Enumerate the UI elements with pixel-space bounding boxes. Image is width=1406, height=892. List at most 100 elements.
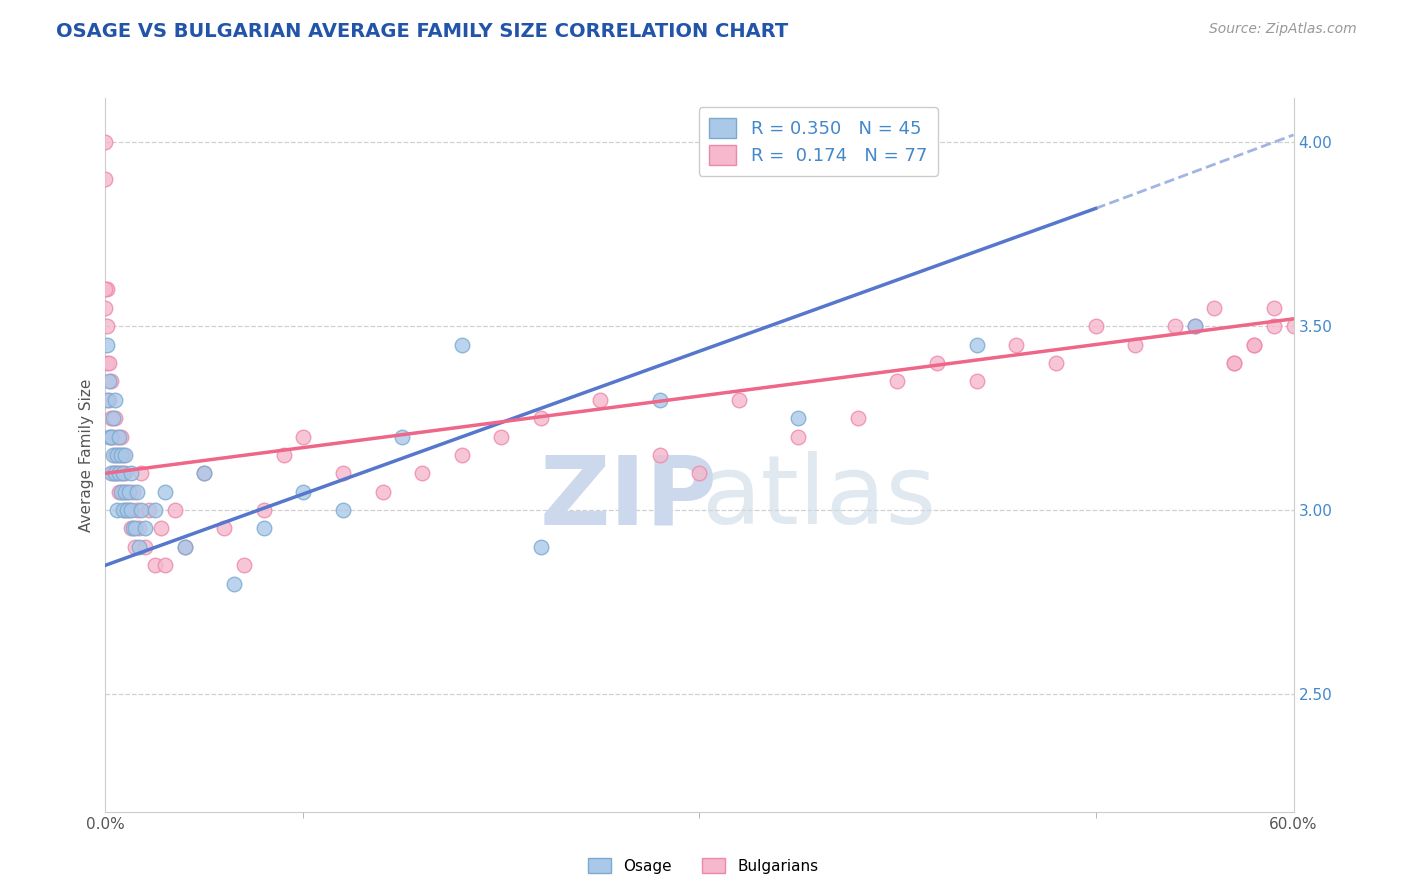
Y-axis label: Average Family Size: Average Family Size — [79, 378, 94, 532]
Text: atlas: atlas — [700, 451, 936, 544]
Point — [98, 356, 121, 370]
Point — [292, 429, 315, 443]
Point — [108, 484, 131, 499]
Point — [689, 467, 711, 481]
Point — [94, 172, 117, 186]
Point — [1184, 319, 1206, 334]
Point — [143, 503, 166, 517]
Point — [94, 282, 117, 296]
Legend: R = 0.350   N = 45, R =  0.174   N = 77: R = 0.350 N = 45, R = 0.174 N = 77 — [699, 107, 938, 176]
Point — [846, 411, 869, 425]
Point — [129, 503, 152, 517]
Point — [110, 429, 132, 443]
Point — [114, 503, 136, 517]
Point — [332, 467, 354, 481]
Point — [589, 392, 612, 407]
Point — [105, 448, 128, 462]
Point — [925, 356, 948, 370]
Point — [1204, 301, 1226, 315]
Point — [1263, 301, 1285, 315]
Point — [120, 503, 142, 517]
Point — [114, 484, 136, 499]
Point — [108, 467, 131, 481]
Point — [104, 411, 127, 425]
Point — [120, 467, 142, 481]
Point — [193, 467, 215, 481]
Point — [115, 503, 138, 517]
Point — [153, 558, 176, 573]
Point — [1005, 337, 1028, 351]
Point — [134, 521, 156, 535]
Point — [124, 521, 146, 535]
Point — [100, 429, 122, 443]
Point — [173, 540, 195, 554]
Point — [233, 558, 256, 573]
Point — [103, 448, 125, 462]
Point — [1243, 337, 1265, 351]
Point — [411, 467, 433, 481]
Point — [96, 392, 118, 407]
Point — [94, 301, 117, 315]
Point — [98, 429, 121, 443]
Point — [138, 503, 160, 517]
Point — [491, 429, 513, 443]
Point — [371, 484, 394, 499]
Point — [128, 540, 150, 554]
Point — [253, 503, 276, 517]
Point — [100, 429, 122, 443]
Point — [128, 521, 150, 535]
Point — [104, 467, 127, 481]
Point — [1263, 319, 1285, 334]
Point — [96, 356, 118, 370]
Point — [105, 503, 128, 517]
Point — [108, 429, 131, 443]
Point — [153, 484, 176, 499]
Legend: Osage, Bulgarians: Osage, Bulgarians — [582, 852, 824, 880]
Point — [105, 429, 128, 443]
Point — [886, 375, 908, 389]
Point — [98, 375, 121, 389]
Point — [127, 484, 149, 499]
Point — [163, 503, 186, 517]
Point — [149, 521, 172, 535]
Point — [1164, 319, 1187, 334]
Point — [193, 467, 215, 481]
Point — [124, 540, 146, 554]
Text: OSAGE VS BULGARIAN AVERAGE FAMILY SIZE CORRELATION CHART: OSAGE VS BULGARIAN AVERAGE FAMILY SIZE C… — [56, 22, 789, 41]
Point — [127, 503, 149, 517]
Text: ZIP: ZIP — [540, 451, 717, 544]
Point — [104, 392, 127, 407]
Point — [118, 484, 141, 499]
Point — [103, 411, 125, 425]
Point — [292, 484, 315, 499]
Point — [530, 540, 553, 554]
Point — [143, 558, 166, 573]
Point — [648, 392, 671, 407]
Point — [104, 467, 127, 481]
Point — [530, 411, 553, 425]
Point — [110, 484, 132, 499]
Point — [114, 448, 136, 462]
Point — [966, 375, 988, 389]
Point — [1045, 356, 1067, 370]
Point — [787, 411, 810, 425]
Point — [122, 484, 145, 499]
Point — [94, 135, 117, 149]
Point — [728, 392, 751, 407]
Point — [103, 467, 125, 481]
Point — [224, 576, 246, 591]
Point — [112, 448, 135, 462]
Point — [253, 521, 276, 535]
Point — [129, 467, 152, 481]
Point — [98, 392, 121, 407]
Point — [105, 467, 128, 481]
Point — [787, 429, 810, 443]
Point — [1123, 337, 1146, 351]
Point — [112, 467, 135, 481]
Point — [391, 429, 413, 443]
Point — [1282, 319, 1305, 334]
Point — [1223, 356, 1246, 370]
Point — [118, 503, 141, 517]
Point — [1223, 356, 1246, 370]
Point — [103, 429, 125, 443]
